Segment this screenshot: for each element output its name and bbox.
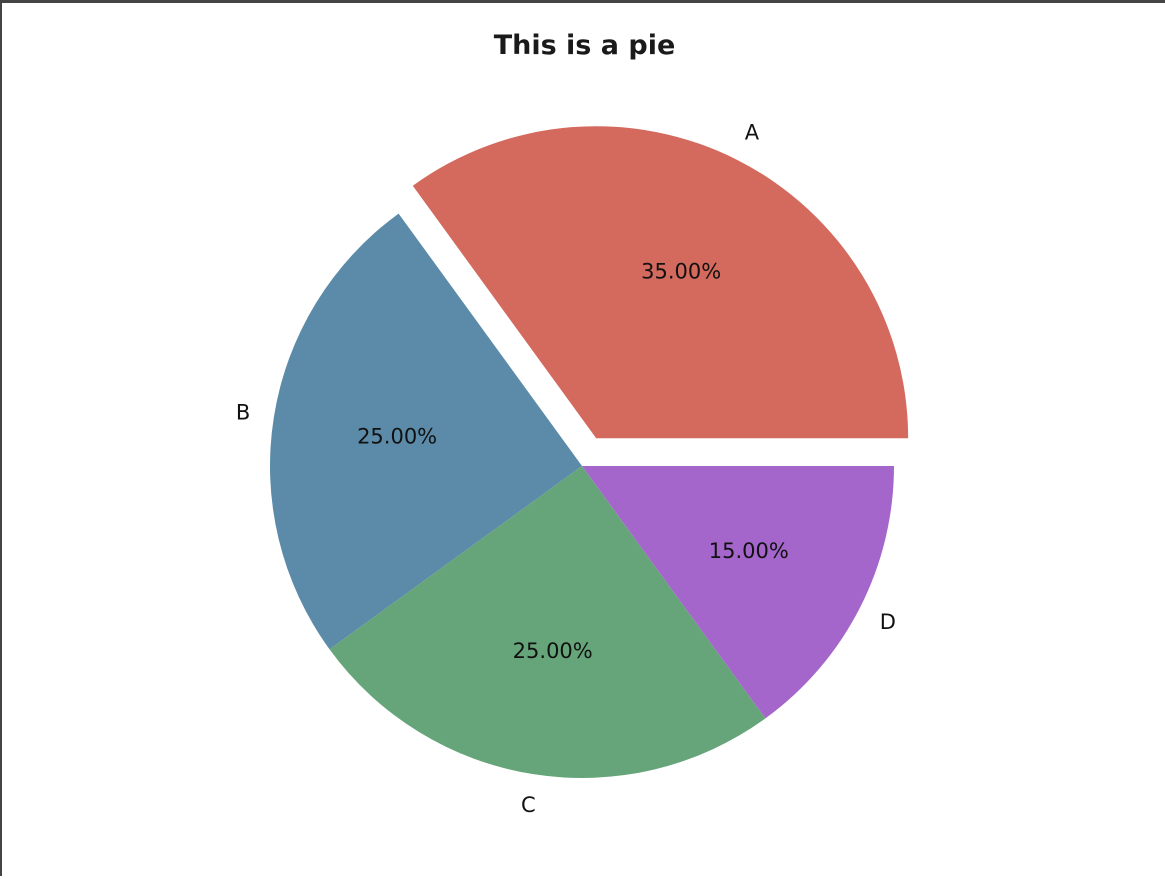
pie-percent-label-a: 35.00% — [641, 259, 721, 283]
pie-slice-b — [270, 213, 582, 650]
pie-category-label-b: B — [236, 400, 250, 424]
chart-title: This is a pie — [493, 30, 676, 61]
pie-percent-label-b: 25.00% — [357, 425, 437, 449]
pie-slice-a — [412, 126, 909, 439]
pie-percent-label-d: 15.00% — [709, 539, 789, 563]
pie-category-label-c: C — [521, 793, 536, 817]
pie-slice-d — [582, 466, 894, 719]
pie-category-label-d: D — [880, 610, 896, 634]
pie-slice-c — [329, 466, 766, 778]
pie-chart: 35.00% A 25.00% B 25.00% C 15.00% D — [236, 120, 909, 817]
pie-percent-label-c: 25.00% — [513, 639, 593, 663]
pie-category-label-a: A — [745, 120, 760, 144]
